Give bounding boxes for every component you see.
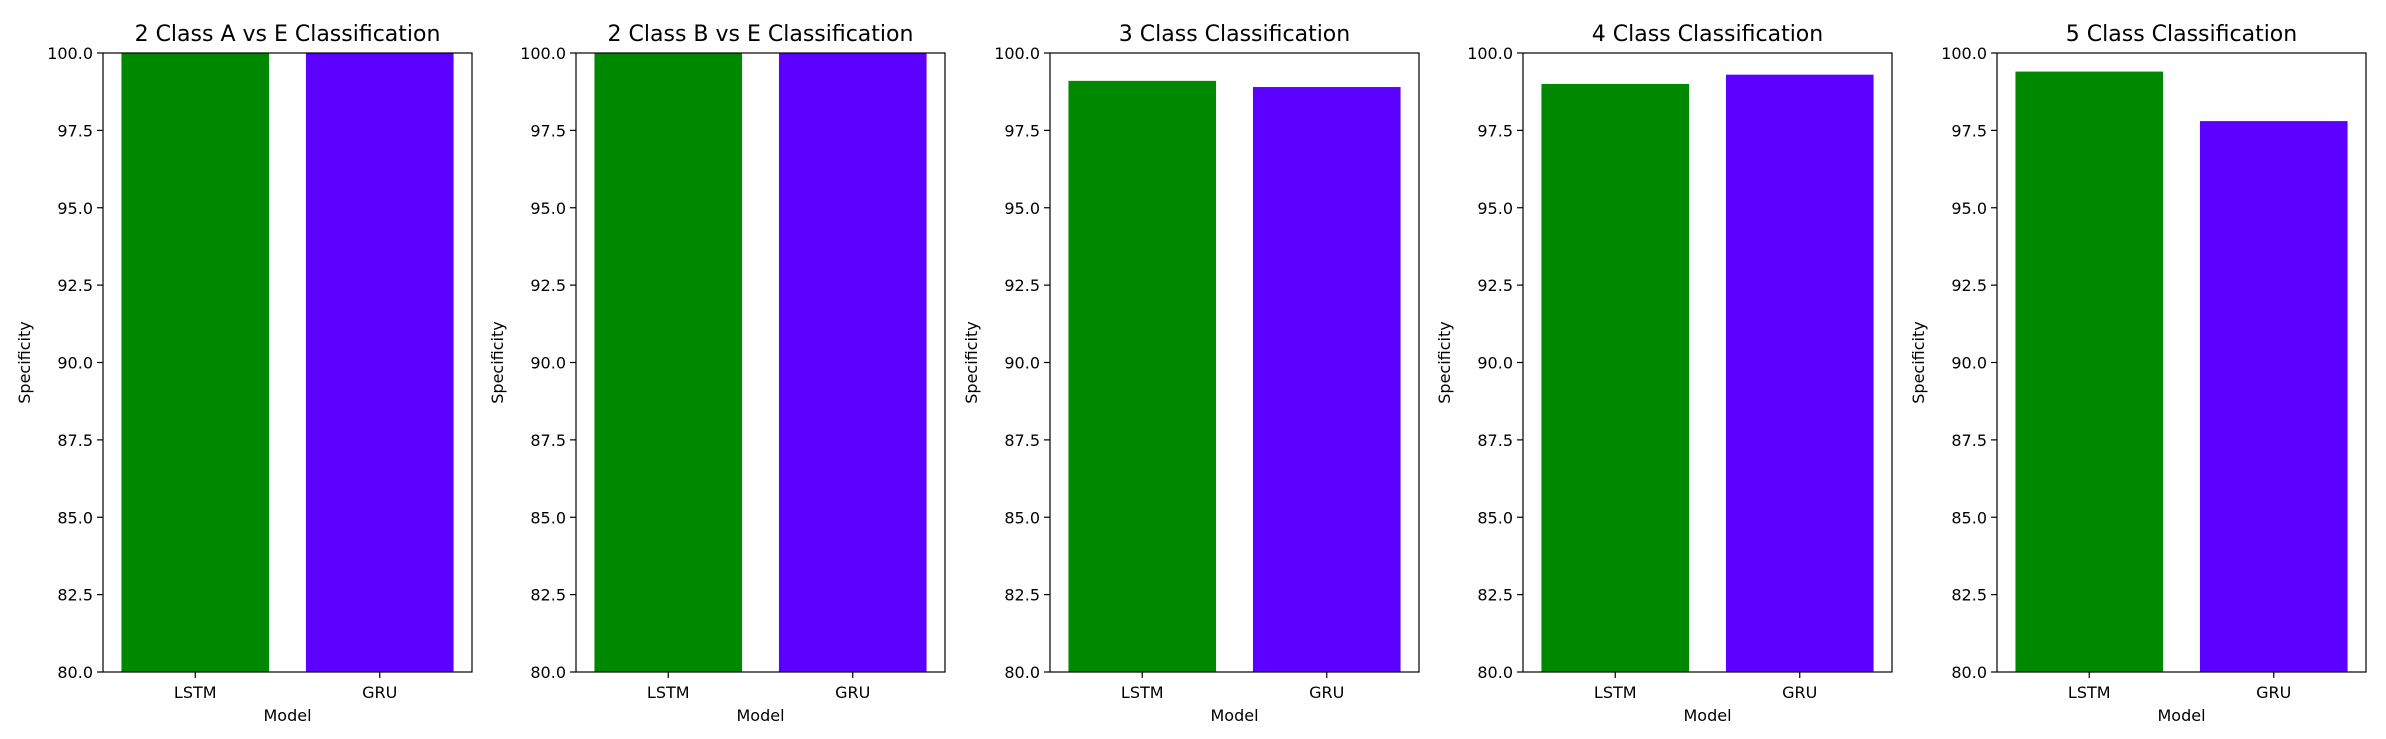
y-tick-label: 85.0	[57, 508, 93, 527]
y-tick-label: 95.0	[1477, 199, 1513, 218]
x-tick-label: GRU	[835, 683, 870, 702]
bar-lstm	[2015, 71, 2164, 672]
y-tick-label: 92.5	[1004, 276, 1040, 295]
x-tick-label: GRU	[1309, 683, 1344, 702]
x-axis-label: Model	[1683, 706, 1731, 725]
y-tick-label: 90.0	[1004, 354, 1040, 373]
y-tick-label: 92.5	[530, 276, 566, 295]
x-tick-label: LSTM	[1594, 683, 1637, 702]
chart-panel-3: 80.0 82.5 85.0 87.5 90.0 92.5 95.0 97.5 100.0 LST…	[962, 22, 1420, 725]
chart-title: 5 Class Classification	[2066, 22, 2297, 47]
y-tick-label: 87.5	[57, 431, 93, 450]
y-tick-label: 85.0	[1477, 508, 1513, 527]
bar-lstm	[1068, 80, 1217, 673]
x-axis-label: Model	[2157, 706, 2205, 725]
y-tick-label: 82.5	[530, 586, 566, 605]
y-tick-label: 82.5	[57, 586, 93, 605]
y-axis-label: Specificity	[962, 321, 981, 403]
y-tick-label: 87.5	[1951, 431, 1987, 450]
y-tick-label: 87.5	[1477, 431, 1513, 450]
chart-title: 3 Class Classification	[1119, 22, 1350, 47]
y-axis-label: Specificity	[1909, 321, 1928, 403]
y-tick-label: 85.0	[1951, 508, 1987, 527]
x-tick-label: LSTM	[647, 683, 690, 702]
bar-gru	[778, 53, 927, 672]
y-tick-label: 82.5	[1951, 586, 1987, 605]
y-tick-label: 90.0	[57, 354, 93, 373]
y-tick-label: 90.0	[1477, 354, 1513, 373]
chart-title: 4 Class Classification	[1592, 22, 1823, 47]
chart-panel-5: 80.0 82.5 85.0 87.5 90.0 92.5 95.0 97.5 100.0 LST…	[1909, 22, 2367, 725]
bar-gru	[1725, 74, 1874, 673]
y-tick-label: 82.5	[1004, 586, 1040, 605]
chart-title: 2 Class B vs E Classification	[608, 22, 914, 47]
x-tick-label: GRU	[362, 683, 397, 702]
bar-gru	[305, 53, 454, 672]
y-tick-label: 82.5	[1477, 586, 1513, 605]
y-tick-label: 92.5	[57, 276, 93, 295]
bar-gru	[2199, 121, 2348, 673]
y-tick-label: 95.0	[57, 199, 93, 218]
y-tick-label: 100.0	[47, 44, 93, 63]
bar-gru	[1252, 87, 1401, 673]
y-tick-label: 92.5	[1951, 276, 1987, 295]
y-tick-label: 100.0	[1467, 44, 1513, 63]
y-tick-label: 95.0	[1004, 199, 1040, 218]
x-axis-label: Model	[736, 706, 784, 725]
y-tick-label: 85.0	[530, 508, 566, 527]
y-tick-label: 87.5	[1004, 431, 1040, 450]
y-tick-label: 90.0	[1951, 354, 1987, 373]
y-tick-label: 97.5	[57, 121, 93, 140]
y-tick-label: 95.0	[1951, 199, 1987, 218]
x-tick-label: LSTM	[174, 683, 217, 702]
bar-lstm	[594, 53, 743, 672]
x-axis-label: Model	[263, 706, 311, 725]
y-axis-label: Specificity	[488, 321, 507, 403]
y-tick-label: 92.5	[1477, 276, 1513, 295]
y-tick-label: 80.0	[1477, 663, 1513, 682]
chart-title: 2 Class A vs E Classification	[135, 22, 441, 47]
y-tick-label: 80.0	[1951, 663, 1987, 682]
bar-lstm	[121, 53, 270, 672]
y-tick-label: 80.0	[1004, 663, 1040, 682]
y-tick-label: 97.5	[1477, 121, 1513, 140]
x-tick-label: LSTM	[1121, 683, 1164, 702]
y-tick-label: 100.0	[520, 44, 566, 63]
y-tick-label: 97.5	[1004, 121, 1040, 140]
chart-panel-4: 80.0 82.5 85.0 87.5 90.0 92.5 95.0 97.5 100.0 LST…	[1435, 22, 1893, 725]
x-tick-label: LSTM	[2068, 683, 2111, 702]
y-tick-label: 97.5	[1951, 121, 1987, 140]
y-tick-label: 80.0	[530, 663, 566, 682]
chart-panel-1: 80.0 82.5 85.0 87.5 90.0 92.5 95.0 97.5 100.0 LST…	[15, 22, 473, 725]
chart-panel-2: 80.0 82.5 85.0 87.5 90.0 92.5 95.0 97.5 100.0 LST…	[488, 22, 946, 725]
y-axis-label: Specificity	[15, 321, 34, 403]
y-axis-label: Specificity	[1435, 321, 1454, 403]
y-tick-label: 100.0	[994, 44, 1040, 63]
y-tick-label: 80.0	[57, 663, 93, 682]
y-tick-label: 90.0	[530, 354, 566, 373]
x-axis-label: Model	[1210, 706, 1258, 725]
y-tick-label: 97.5	[530, 121, 566, 140]
y-tick-label: 100.0	[1941, 44, 1987, 63]
y-tick-label: 87.5	[530, 431, 566, 450]
y-tick-label: 85.0	[1004, 508, 1040, 527]
x-tick-label: GRU	[1782, 683, 1817, 702]
x-tick-label: GRU	[2256, 683, 2291, 702]
y-tick-label: 95.0	[530, 199, 566, 218]
bar-lstm	[1541, 83, 1690, 672]
